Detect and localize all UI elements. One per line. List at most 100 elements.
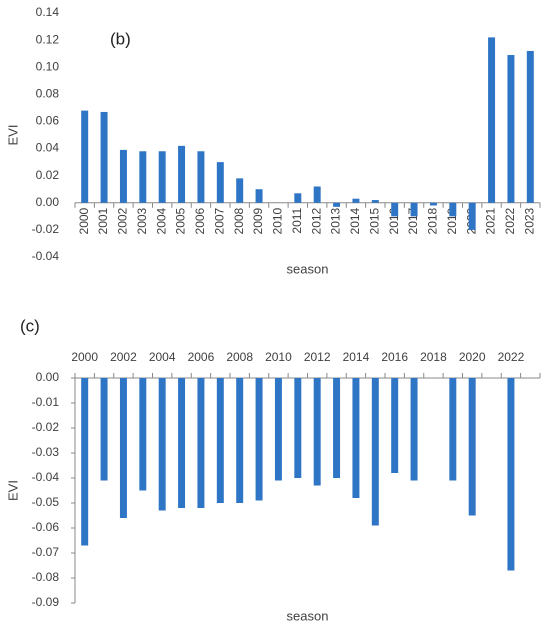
x-tick-label: 2002	[116, 207, 130, 234]
bar	[488, 37, 496, 203]
y-tick-label: -0.02	[32, 420, 60, 434]
bar	[468, 378, 476, 516]
bar	[255, 378, 263, 501]
bar	[274, 378, 282, 481]
bar	[352, 378, 360, 498]
x-tick-label: 2001	[96, 207, 110, 234]
y-tick-label: 0.04	[36, 141, 60, 155]
x-tick-label: 2015	[367, 207, 381, 234]
x-tick-label: 2023	[522, 207, 536, 234]
x-tick-label: 2022	[503, 207, 517, 234]
bar	[119, 149, 127, 203]
bar	[391, 378, 399, 473]
bar	[197, 378, 205, 508]
bar	[313, 186, 321, 203]
x-tick-label: 2004	[154, 207, 168, 234]
bar	[178, 145, 186, 203]
x-tick-label: 2004	[149, 350, 176, 364]
x-tick-label: 2014	[348, 207, 362, 234]
x-axis-label: season	[287, 608, 329, 623]
bar	[507, 378, 515, 571]
bar	[507, 55, 515, 203]
bar	[468, 202, 476, 230]
bar	[410, 202, 418, 217]
bar	[449, 378, 457, 481]
bar	[119, 378, 127, 518]
y-tick-label: -0.05	[32, 495, 60, 509]
y-tick-label: -0.03	[32, 445, 60, 459]
bar	[371, 378, 379, 526]
x-tick-label: 2000	[71, 350, 98, 364]
x-tick-label: 2014	[343, 350, 370, 364]
bar	[100, 378, 108, 481]
bar	[255, 189, 263, 203]
y-tick-label: -0.06	[32, 520, 60, 534]
bar	[313, 378, 321, 486]
x-tick-label: 2010	[271, 207, 285, 234]
bar	[100, 111, 108, 203]
y-tick-label: -0.07	[32, 545, 60, 559]
bar	[236, 378, 244, 503]
bar	[197, 151, 205, 203]
y-tick-label: 0.10	[36, 59, 60, 73]
x-tick-label: 2016	[381, 350, 408, 364]
bar	[236, 178, 244, 203]
bar	[526, 50, 534, 203]
bar	[391, 202, 399, 217]
bar	[294, 193, 302, 203]
x-tick-label: 2020	[459, 350, 486, 364]
x-tick-label: 2007	[212, 207, 226, 234]
bar	[371, 200, 379, 203]
y-tick-label: 0.00	[36, 370, 60, 384]
x-tick-label: 2000	[77, 207, 91, 234]
x-tick-label: 2006	[188, 350, 215, 364]
bar	[294, 378, 302, 478]
y-tick-label: 0.12	[36, 32, 60, 46]
x-tick-label: 2018	[426, 207, 440, 234]
bar	[410, 378, 418, 481]
x-tick-label: 2011	[290, 207, 304, 233]
bar	[216, 378, 224, 503]
y-tick-label: -0.01	[32, 395, 60, 409]
x-tick-label: 2012	[309, 207, 323, 234]
y-tick-label: 0.08	[36, 87, 60, 101]
x-tick-label: 2005	[174, 207, 188, 234]
x-tick-label: 2006	[193, 207, 207, 234]
annotation: (b)	[110, 29, 131, 48]
bar	[429, 202, 437, 206]
x-tick-label: 2021	[484, 207, 498, 234]
bar	[178, 378, 186, 508]
x-tick-label: 2009	[251, 207, 265, 234]
y-tick-label: -0.09	[32, 595, 60, 609]
bar	[81, 378, 89, 546]
y-axis-label: EVI	[5, 125, 20, 146]
x-tick-label: 2008	[226, 350, 253, 364]
x-tick-label: 2003	[135, 207, 149, 234]
y-tick-label: -0.04	[32, 470, 60, 484]
x-tick-label: 2012	[304, 350, 331, 364]
bar	[216, 162, 224, 203]
bar	[158, 151, 166, 203]
bar	[449, 202, 457, 217]
x-tick-label: 2013	[329, 207, 343, 234]
x-tick-label: 2010	[265, 350, 292, 364]
annotation: (c)	[20, 316, 40, 335]
x-tick-label: 2022	[498, 350, 525, 364]
bar	[139, 378, 147, 491]
x-tick-label: 2002	[110, 350, 137, 364]
y-axis-label: EVI	[5, 480, 20, 501]
bar	[333, 378, 341, 478]
y-tick-label: -0.04	[32, 249, 60, 263]
y-tick-label: -0.02	[32, 222, 60, 236]
bar	[333, 202, 341, 207]
x-tick-label: 2018	[420, 350, 447, 364]
bar	[352, 198, 360, 203]
bar	[81, 110, 89, 203]
bar	[139, 151, 147, 203]
y-tick-label: 0.02	[36, 168, 60, 182]
bar	[158, 378, 166, 511]
y-tick-label: -0.08	[32, 570, 60, 584]
x-axis-label: season	[287, 261, 329, 276]
y-tick-label: 0.06	[36, 114, 60, 128]
